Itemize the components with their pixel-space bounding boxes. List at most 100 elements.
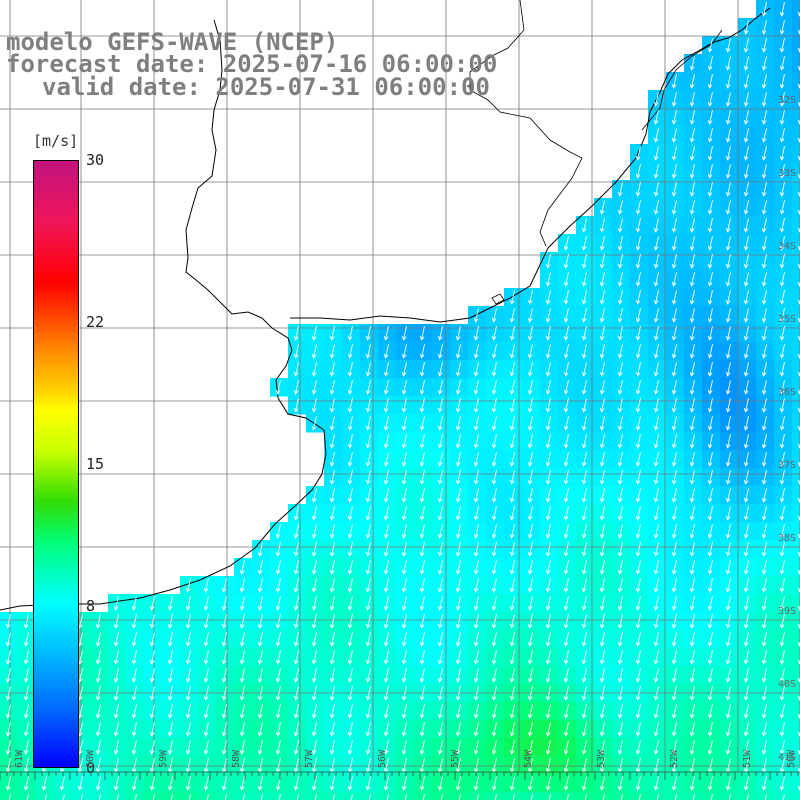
- latitude-label: 34S: [777, 241, 796, 252]
- wind-arrow: [527, 560, 533, 575]
- wind-speed-cell: [576, 792, 595, 800]
- wind-arrow: [509, 542, 515, 557]
- wind-arrow: [761, 506, 767, 521]
- wind-arrow: [761, 38, 767, 53]
- wind-arrow: [635, 650, 641, 665]
- wind-arrow: [581, 308, 587, 323]
- wind-arrow: [347, 560, 353, 575]
- wind-arrow: [260, 794, 263, 800]
- wind-arrow: [761, 290, 767, 305]
- wind-arrow: [185, 704, 191, 719]
- wind-arrow: [365, 542, 371, 557]
- wind-arrow: [365, 740, 371, 755]
- wind-arrow: [779, 146, 785, 161]
- wind-arrow: [671, 614, 677, 629]
- wind-arrow: [671, 254, 677, 269]
- wind-arrow: [383, 776, 389, 791]
- wind-arrow: [671, 776, 677, 791]
- wind-arrow: [743, 182, 749, 197]
- longitude-label: 52W: [669, 749, 680, 768]
- colorbar-tick-label: 22: [86, 313, 105, 332]
- wind-arrow: [419, 326, 425, 341]
- wind-arrow: [707, 650, 713, 665]
- wind-speed-cell: [288, 792, 307, 800]
- wind-arrow: [707, 326, 713, 341]
- wind-arrow: [473, 488, 479, 503]
- wind-arrow: [671, 146, 677, 161]
- wind-arrow: [635, 578, 641, 593]
- wind-arrow: [617, 200, 623, 215]
- wind-arrow: [581, 416, 587, 431]
- wind-arrow: [671, 686, 677, 701]
- wind-speed-cell: [792, 72, 800, 91]
- wind-arrow: [653, 272, 659, 287]
- wind-speed-cell: [468, 792, 487, 800]
- wind-arrow: [23, 740, 29, 755]
- wind-arrow: [437, 776, 443, 791]
- wind-arrow: [545, 326, 551, 341]
- wind-arrow: [329, 650, 335, 665]
- wind-arrow: [761, 128, 767, 143]
- wind-arrow: [329, 434, 335, 449]
- wind-arrow: [653, 434, 659, 449]
- wind-arrow: [689, 128, 695, 143]
- wind-arrow: [311, 380, 317, 395]
- wind-arrow: [527, 614, 533, 629]
- wind-arrow: [653, 776, 659, 791]
- wind-arrow: [563, 380, 569, 395]
- wind-arrow: [329, 524, 335, 539]
- wind-arrow: [599, 416, 605, 431]
- wind-arrow: [689, 524, 695, 539]
- wind-arrow: [311, 632, 317, 647]
- wind-arrow: [743, 254, 749, 269]
- wind-arrow: [293, 614, 299, 629]
- wind-arrow: [419, 596, 425, 611]
- wind-arrow: [599, 578, 605, 593]
- wind-arrow: [563, 272, 569, 287]
- wind-arrow: [635, 686, 641, 701]
- wind-speed-cell: [414, 792, 433, 800]
- wind-arrow: [671, 380, 677, 395]
- wind-arrow: [95, 614, 101, 629]
- wind-arrow: [635, 344, 641, 359]
- wind-arrow: [725, 92, 731, 107]
- wind-arrow: [743, 218, 749, 233]
- wind-arrow: [257, 668, 263, 683]
- wind-arrow: [563, 416, 569, 431]
- wind-arrow: [455, 668, 461, 683]
- wind-arrow: [5, 632, 11, 647]
- wind-arrow: [437, 416, 443, 431]
- wind-arrow: [419, 434, 425, 449]
- wind-arrow: [599, 596, 605, 611]
- wind-arrow: [455, 614, 461, 629]
- longitude-ticks: [0, 771, 800, 780]
- wind-arrow: [419, 506, 425, 521]
- wind-arrow: [689, 398, 695, 413]
- wind-arrow: [653, 614, 659, 629]
- wind-arrow: [455, 686, 461, 701]
- wind-arrow: [707, 344, 713, 359]
- wind-arrow: [455, 704, 461, 719]
- wind-arrow: [725, 290, 731, 305]
- wind-arrow: [707, 92, 713, 107]
- wind-arrow: [419, 398, 425, 413]
- wind-arrow: [743, 38, 749, 53]
- wind-arrow: [743, 542, 749, 557]
- longitude-label: 59W: [158, 749, 169, 768]
- wind-arrow: [347, 416, 353, 431]
- wind-arrow: [401, 416, 407, 431]
- wind-arrow: [383, 416, 389, 431]
- wind-arrow: [581, 488, 587, 503]
- wind-arrow: [167, 668, 173, 683]
- wind-arrow: [329, 614, 335, 629]
- wind-arrow: [545, 776, 551, 791]
- wind-arrow: [311, 344, 317, 359]
- wind-arrow: [581, 632, 587, 647]
- colorbar: [33, 160, 79, 768]
- wind-arrow: [671, 506, 677, 521]
- wind-arrow: [761, 452, 767, 467]
- wind-arrow: [707, 632, 713, 647]
- wind-arrow: [725, 146, 731, 161]
- wind-arrow: [383, 578, 389, 593]
- wind-speed-cell: [630, 792, 649, 800]
